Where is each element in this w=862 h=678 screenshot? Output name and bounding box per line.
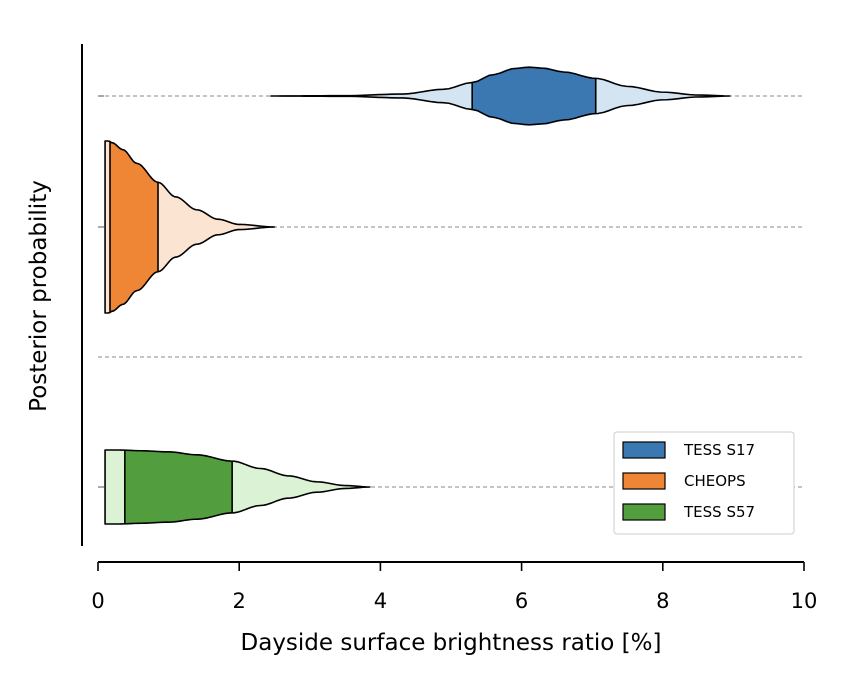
legend-swatch bbox=[622, 472, 666, 490]
violin-outline bbox=[270, 66, 731, 126]
x-tick-label: 4 bbox=[374, 589, 387, 613]
x-tick-label: 6 bbox=[515, 589, 528, 613]
x-tick-label: 0 bbox=[91, 589, 104, 613]
legend-label: TESS S17 bbox=[683, 441, 755, 459]
gridlines bbox=[98, 95, 804, 488]
violin-inner-band bbox=[124, 450, 233, 524]
x-axis-label: Dayside surface brightness ratio [%] bbox=[241, 630, 662, 656]
x-tick-label: 2 bbox=[233, 589, 246, 613]
legend: TESS S17 CHEOPS TESS S57 bbox=[613, 431, 795, 535]
violin-tess-s17 bbox=[270, 66, 731, 126]
violin-tess-s57 bbox=[104, 449, 371, 525]
legend-label: CHEOPS bbox=[684, 472, 746, 490]
y-axis-label: Posterior probability bbox=[26, 180, 52, 412]
legend-label: TESS S57 bbox=[683, 503, 755, 521]
x-ticks: 0 2 4 6 8 10 bbox=[91, 562, 817, 613]
violin-outline bbox=[104, 449, 371, 525]
x-tick-label: 8 bbox=[656, 589, 669, 613]
legend-swatch bbox=[622, 441, 666, 459]
x-tick-label: 10 bbox=[791, 589, 818, 613]
violin-inner-band bbox=[472, 67, 596, 125]
violin-cheops bbox=[104, 140, 276, 314]
violins bbox=[104, 66, 731, 525]
violin-outline bbox=[104, 140, 276, 314]
violin-inner-band bbox=[110, 141, 159, 313]
legend-swatch bbox=[622, 503, 666, 521]
